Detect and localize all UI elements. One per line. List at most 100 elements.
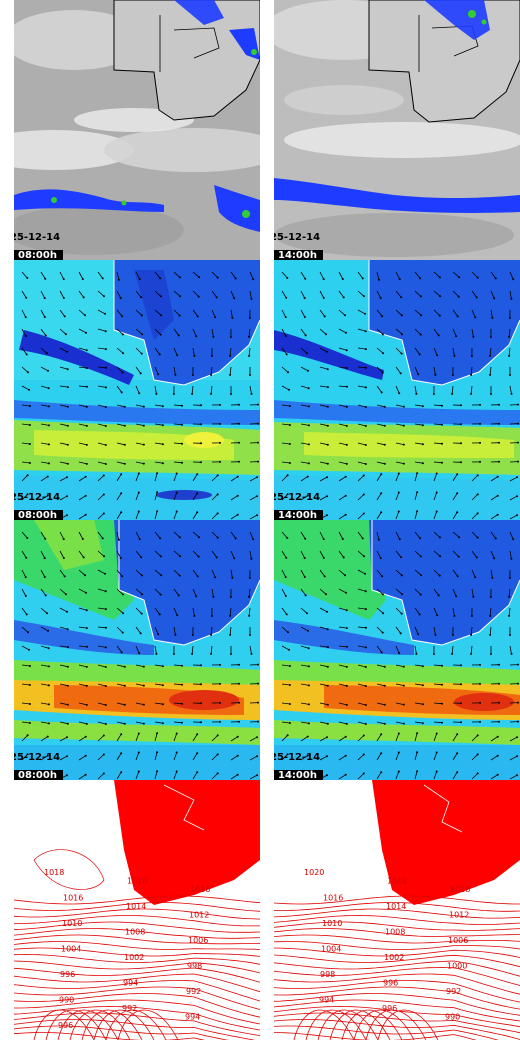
wind-arrow [338, 626, 347, 629]
wind-arrow-head [214, 316, 217, 319]
wind-arrow [433, 271, 441, 278]
wind-arrow [249, 514, 258, 520]
wind-arrow-head [141, 593, 144, 596]
wind-arrow [414, 442, 423, 445]
wind-arrow-head [416, 491, 419, 494]
pressure-panel-0800: 1018 1020 1016 1016 1014 1012 1010 1008 1006 1004… [14, 780, 260, 1040]
wind-arrow [300, 385, 309, 389]
wind-arrow [395, 328, 403, 335]
wind-arrow-head [304, 594, 307, 597]
wind-arrow [40, 271, 46, 280]
wind-arrow-head [439, 555, 442, 558]
wind-arrow-head [326, 386, 329, 389]
wind-arrow-head [472, 595, 475, 598]
wind-arrow [414, 664, 423, 667]
wind-arrow [249, 736, 258, 742]
wind-arrow [97, 702, 106, 706]
wind-arrow-head [44, 334, 47, 337]
wind-arrow [509, 385, 512, 394]
wind-arrow-head [195, 595, 198, 598]
isobar-line [341, 1009, 403, 1040]
isobar-line [274, 1032, 477, 1040]
wind-arrow-head [326, 495, 328, 498]
wind-arrow-head [257, 663, 259, 666]
wind-arrow [338, 347, 347, 351]
wind-arrow-head [174, 373, 177, 376]
wind-arrow-head [364, 723, 367, 725]
wind-arrow-head [460, 683, 462, 686]
wind-arrow [433, 404, 443, 407]
wind-arrow [490, 755, 498, 761]
wind-arrow [173, 423, 183, 426]
wind-arrow-head [496, 475, 499, 478]
wind-arrow [154, 531, 161, 539]
wind-arrow-head [176, 354, 179, 357]
wind-arrow [59, 736, 68, 742]
wind-arrow-head [46, 494, 49, 497]
wind-arrow-head [191, 634, 194, 636]
isobar-label: 1010 [62, 919, 82, 928]
wind-arrow [395, 771, 400, 780]
wind-arrow [357, 626, 367, 629]
wind-arrow [433, 550, 441, 557]
wind-arrow-head [238, 460, 240, 463]
wind-arrow-head [479, 441, 481, 444]
isobar-label: 996 [58, 1021, 73, 1030]
wind-arrow-head [345, 665, 348, 668]
wind-arrow-head [491, 576, 494, 579]
wind-arrow [173, 271, 181, 278]
wind-arrow [154, 461, 163, 464]
wind-arrow-head [421, 405, 424, 408]
wind-arrow [40, 328, 47, 336]
wind-arrow-head [210, 355, 213, 357]
wind-arrow [21, 328, 27, 337]
wind-arrow-head [103, 295, 105, 298]
wind-arrow-head [156, 751, 159, 754]
wind-arrow [230, 495, 238, 501]
wind-arrow-head [104, 386, 107, 389]
isobar-line [274, 915, 520, 925]
wind-arrow [135, 588, 143, 595]
wind-arrow-head [28, 722, 31, 724]
wind-arrow [395, 569, 403, 576]
wind-arrow-head [344, 314, 346, 317]
wind-arrow [210, 626, 213, 635]
wind-arrow [357, 735, 365, 742]
wind-arrow-head [238, 663, 240, 666]
wind-arrow [414, 588, 421, 595]
wind-arrow [281, 328, 287, 337]
wind-arrow-head [156, 770, 159, 773]
wind-arrow [319, 607, 328, 613]
wind-arrow-head [286, 277, 289, 279]
isobar-line [274, 947, 520, 958]
wind-arrow [97, 271, 104, 279]
wind-arrow-head [397, 472, 400, 475]
wind-arrow-head [400, 296, 403, 299]
wind-arrow-head [287, 371, 289, 374]
wind-arrow-head [458, 276, 461, 279]
wind-arrow [414, 550, 422, 557]
wind-arrows [281, 531, 519, 780]
wind-arrow-head [120, 492, 123, 495]
wind-arrow [376, 626, 383, 633]
wind-arrow-head [517, 701, 519, 704]
wind-arrow [116, 442, 125, 446]
wind-arrow-head [85, 462, 88, 465]
wind-arrow [154, 588, 161, 595]
wind-arrow-head [82, 556, 85, 559]
satellite-map-1400 [274, 0, 520, 260]
wind-arrow [471, 773, 478, 780]
wind-arrow-head [517, 441, 519, 444]
isobar-line [274, 908, 520, 919]
isobar-line [274, 960, 520, 977]
wind-arrow-head [306, 754, 309, 757]
wind-arrow [281, 569, 287, 578]
wind-arrow-head [363, 555, 365, 558]
wind-arrow [21, 531, 28, 539]
wind-arrow [154, 569, 162, 576]
wind-arrow [357, 664, 366, 668]
wind-arrow-head [397, 751, 400, 754]
wind-arrow [395, 752, 400, 761]
wind-arrow-head [402, 665, 405, 668]
wind-arrow [471, 531, 478, 538]
